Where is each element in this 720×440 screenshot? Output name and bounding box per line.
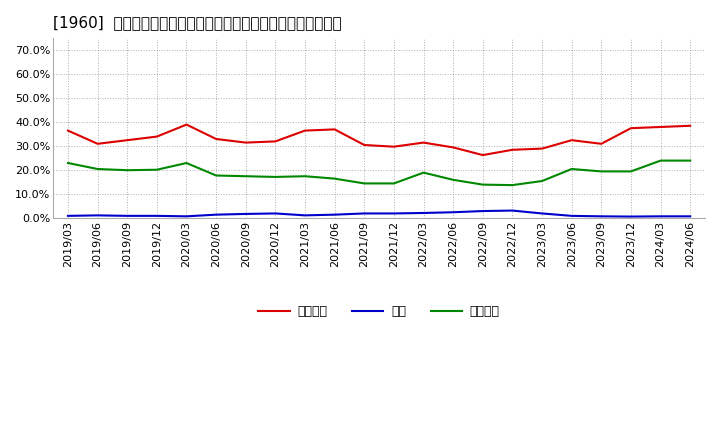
Line: 買入債務: 買入債務	[68, 161, 690, 185]
Legend: 売上債権, 在庫, 買入債務: 売上債権, 在庫, 買入債務	[253, 300, 505, 323]
在庫	[94, 213, 102, 218]
在庫	[656, 214, 665, 219]
売上債権	[301, 128, 310, 133]
売上債権	[538, 146, 546, 151]
買入債務	[508, 183, 517, 188]
売上債権	[153, 134, 161, 139]
買入債務	[271, 174, 279, 180]
売上債権	[212, 136, 220, 142]
買入債務	[360, 181, 369, 186]
在庫	[153, 213, 161, 219]
在庫	[390, 211, 398, 216]
Line: 在庫: 在庫	[68, 211, 690, 216]
買入債務	[538, 178, 546, 183]
在庫	[419, 210, 428, 216]
売上債権	[419, 140, 428, 145]
Text: [1960]  売上債権、在庫、買入債務の総資産に対する比率の推移: [1960] 売上債権、在庫、買入債務の総資産に対する比率の推移	[53, 15, 342, 30]
買入債務	[390, 181, 398, 186]
売上債権	[597, 141, 606, 147]
在庫	[567, 213, 576, 219]
Line: 売上債権: 売上債権	[68, 125, 690, 155]
買入債務	[597, 169, 606, 174]
買入債務	[479, 182, 487, 187]
買入債務	[182, 160, 191, 165]
在庫	[449, 209, 457, 215]
在庫	[271, 211, 279, 216]
在庫	[686, 214, 695, 219]
買入債務	[153, 167, 161, 172]
在庫	[597, 214, 606, 219]
買入債務	[626, 169, 635, 174]
買入債務	[241, 174, 250, 179]
買入債務	[63, 160, 72, 165]
売上債権	[479, 152, 487, 158]
買入債務	[212, 173, 220, 178]
買入債務	[656, 158, 665, 163]
買入債務	[94, 166, 102, 172]
売上債権	[330, 127, 339, 132]
売上債権	[182, 122, 191, 127]
売上債権	[686, 123, 695, 128]
売上債権	[656, 125, 665, 130]
在庫	[538, 211, 546, 216]
買入債務	[449, 177, 457, 183]
売上債権	[390, 144, 398, 149]
売上債権	[63, 128, 72, 133]
買入債務	[419, 170, 428, 175]
在庫	[330, 212, 339, 217]
売上債権	[271, 139, 279, 144]
売上債権	[241, 140, 250, 145]
売上債権	[567, 138, 576, 143]
買入債務	[330, 176, 339, 181]
売上債権	[508, 147, 517, 152]
買入債務	[567, 166, 576, 172]
売上債権	[94, 141, 102, 147]
買入債務	[301, 174, 310, 179]
在庫	[479, 209, 487, 214]
在庫	[212, 212, 220, 217]
売上債権	[123, 138, 132, 143]
売上債権	[626, 125, 635, 131]
売上債権	[360, 143, 369, 148]
在庫	[360, 211, 369, 216]
在庫	[508, 208, 517, 213]
売上債権	[449, 145, 457, 150]
在庫	[123, 213, 132, 219]
在庫	[626, 214, 635, 219]
在庫	[241, 211, 250, 216]
買入債務	[123, 168, 132, 173]
在庫	[182, 214, 191, 219]
在庫	[301, 213, 310, 218]
買入債務	[686, 158, 695, 163]
在庫	[63, 213, 72, 219]
